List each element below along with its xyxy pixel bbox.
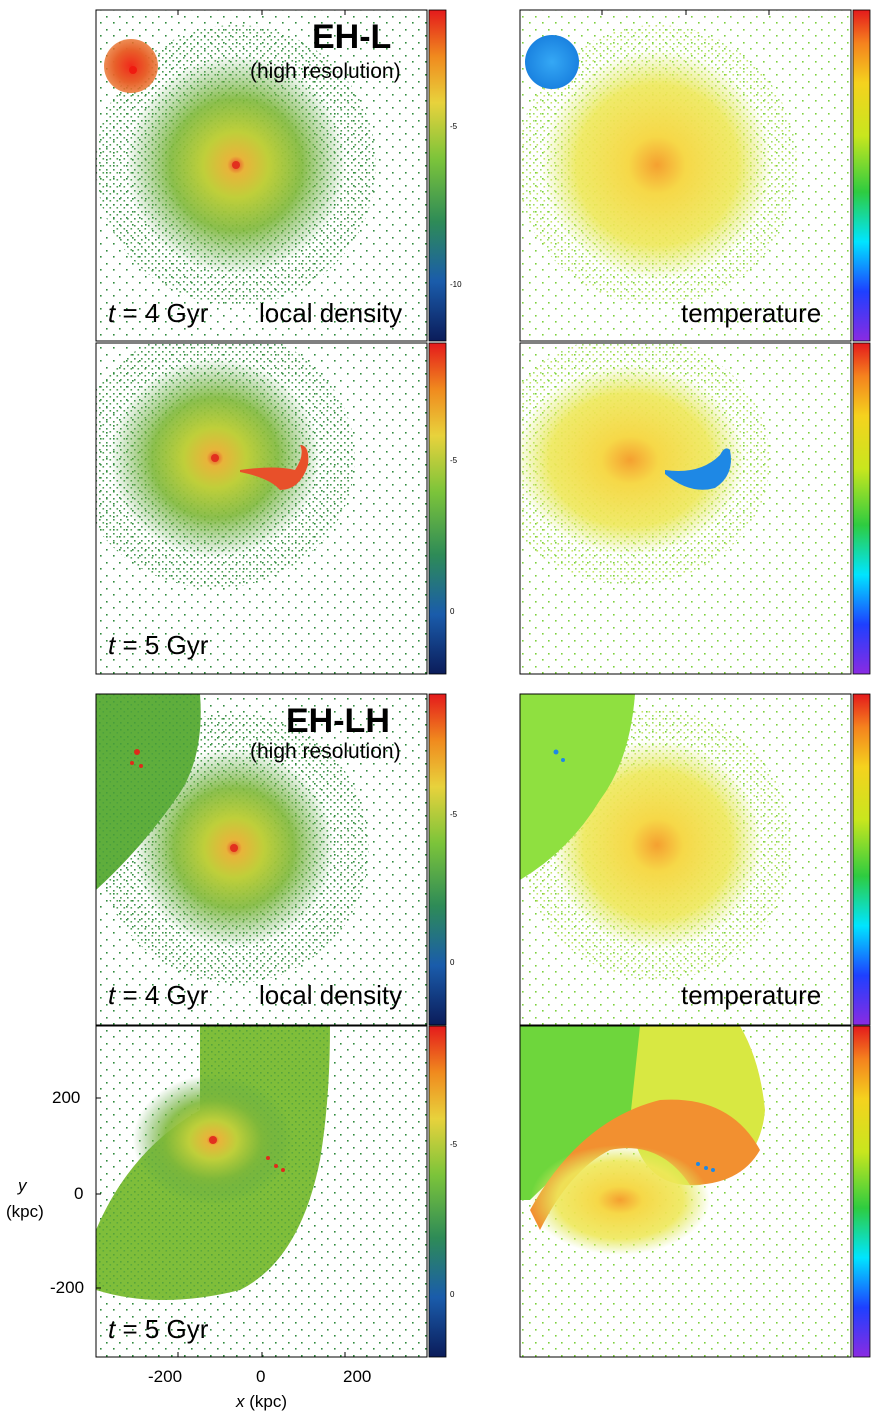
resolution-note-ehl: (high resolution) xyxy=(250,60,401,83)
colorbar-tick: 0 xyxy=(450,607,455,616)
model-title-ehlh: EH-LH xyxy=(286,702,390,740)
satellite-core xyxy=(104,39,158,93)
density-panel-ehl-t4 xyxy=(96,10,427,341)
density-panel-ehl-t5 xyxy=(96,343,427,674)
time-label-ehl-t5: t = 5 Gyr xyxy=(108,630,209,660)
y-tick-label: 200 xyxy=(52,1088,81,1107)
temperature-colorbar-4 xyxy=(852,1025,871,1358)
quantity-label-temperature-1: temperature xyxy=(681,298,822,328)
model-title-ehl: EH-L xyxy=(312,18,392,56)
quantity-label-density-1: local density xyxy=(259,298,403,328)
time-label-ehlh-t5: t = 5 Gyr xyxy=(108,1314,209,1344)
density-colorbar-2 xyxy=(428,342,447,675)
time-label-ehl-t4: t = 4 Gyr xyxy=(108,298,209,328)
colorbar-tick: -5 xyxy=(450,456,458,465)
stripped-gas-stream xyxy=(240,445,309,490)
colorbar-tick: -5 xyxy=(450,810,458,819)
colorbar-tick: 0 xyxy=(450,958,455,967)
temperature-panel-ehlh-t5 xyxy=(520,1026,851,1357)
temperature-panel-ehl-t5 xyxy=(520,343,851,674)
density-colorbar-1 xyxy=(428,9,447,342)
temperature-colorbar-3 xyxy=(852,693,871,1026)
temperature-panel-ehl-t4 xyxy=(520,10,851,341)
x-axis-label: x (kpc) xyxy=(236,1392,287,1411)
x-tick-label: 200 xyxy=(343,1367,372,1386)
density-panel-ehlh-t5 xyxy=(96,1026,427,1357)
resolution-note-ehlh: (high resolution) xyxy=(250,740,401,763)
x-tick-label: -200 xyxy=(148,1367,183,1386)
colorbar-tick: -5 xyxy=(450,122,458,131)
y-axis-label-var: y xyxy=(18,1176,27,1195)
shock-front xyxy=(530,1099,760,1230)
density-panel-ehlh-t4 xyxy=(96,694,427,1025)
panel-tick-marks xyxy=(96,10,770,1357)
x-tick-label: 0 xyxy=(256,1367,266,1386)
y-tick-label: 0 xyxy=(74,1184,84,1203)
time-label-ehlh-t4: t = 4 Gyr xyxy=(108,980,209,1010)
cold-satellite xyxy=(525,35,579,89)
density-colorbar-4 xyxy=(428,1025,447,1358)
density-colorbar-3 xyxy=(428,693,447,1026)
colorbar-tick: -5 xyxy=(450,1140,458,1149)
cold-gas-stream xyxy=(665,448,731,490)
temperature-panel-ehlh-t4 xyxy=(520,694,851,1025)
quantity-label-density-2: local density xyxy=(259,980,403,1010)
quantity-label-temperature-2: temperature xyxy=(681,980,822,1010)
colorbar-tick: 0 xyxy=(450,1290,455,1299)
y-axis-label-unit: (kpc) xyxy=(6,1202,44,1221)
temperature-colorbar-1 xyxy=(852,9,871,342)
temperature-colorbar-2 xyxy=(852,342,871,675)
colorbar-tick: -10 xyxy=(450,280,462,289)
y-tick-label: -200 xyxy=(50,1278,85,1297)
